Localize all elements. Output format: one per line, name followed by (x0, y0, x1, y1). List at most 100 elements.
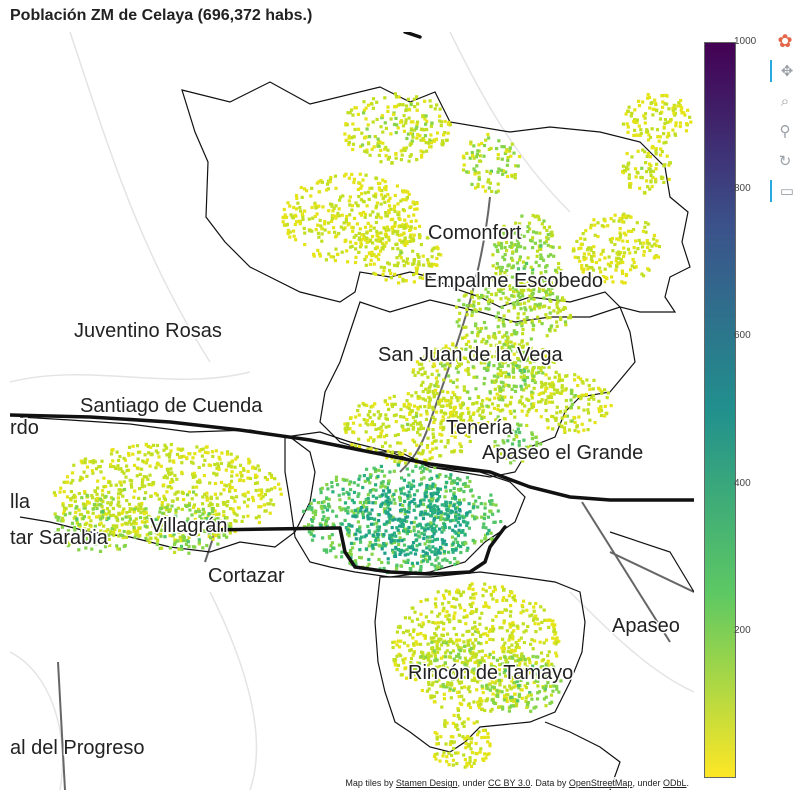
density-cell (300, 212, 304, 216)
density-cell (356, 528, 360, 532)
density-cell (430, 499, 434, 503)
density-cell (82, 515, 86, 519)
density-cell (118, 455, 122, 459)
density-cell (372, 262, 376, 266)
density-cell (452, 614, 456, 618)
density-cell (587, 383, 591, 388)
density-cell (460, 686, 464, 690)
density-cell (402, 242, 406, 246)
density-cell (163, 535, 167, 539)
density-cell (144, 443, 148, 447)
density-cell (369, 228, 373, 232)
density-cell (474, 324, 478, 328)
density-cell (428, 548, 432, 552)
density-cell (359, 144, 363, 149)
density-cell (431, 482, 435, 486)
density-cell (350, 524, 354, 528)
density-cell (372, 194, 376, 198)
density-cell (466, 546, 470, 550)
density-cell (468, 658, 472, 662)
density-cell (191, 485, 195, 489)
density-cell (354, 559, 358, 563)
density-cell (406, 552, 410, 556)
density-cell (495, 350, 499, 354)
density-cell (453, 435, 457, 439)
density-cell (344, 138, 348, 142)
density-cell (393, 229, 397, 233)
density-cell (112, 530, 116, 534)
density-cell (427, 405, 431, 409)
density-cell (537, 690, 542, 694)
density-cell (433, 673, 437, 677)
map-canvas[interactable]: Comonfort Empalme Escobedo Juventino Ros… (10, 32, 694, 790)
density-cell (549, 353, 553, 358)
density-cell (493, 380, 497, 384)
density-cell (646, 245, 650, 249)
density-cell (443, 523, 447, 527)
density-cell (471, 402, 475, 406)
density-cell (432, 395, 436, 399)
density-cell (558, 391, 562, 395)
density-cell (66, 544, 70, 548)
density-cell (216, 542, 220, 546)
density-cell (542, 697, 546, 701)
density-cell (432, 505, 436, 509)
density-cell (536, 655, 540, 659)
density-cell (134, 517, 138, 521)
density-cell (468, 396, 472, 401)
density-cell (375, 234, 379, 238)
density-cell (416, 371, 420, 375)
density-cell (345, 424, 349, 428)
density-cell (135, 474, 139, 478)
density-cell (579, 236, 583, 241)
density-cell (164, 474, 168, 478)
density-cell (155, 493, 159, 497)
density-cell (379, 231, 383, 235)
density-cell (421, 114, 425, 118)
density-cell (496, 311, 500, 315)
density-cell (448, 411, 452, 415)
density-cell (502, 587, 506, 591)
density-cell (539, 400, 543, 404)
density-cell (412, 97, 416, 101)
density-cell (403, 236, 407, 240)
density-cell (228, 482, 232, 487)
density-cell (485, 295, 489, 299)
density-cell (435, 131, 440, 135)
density-cell (399, 407, 403, 412)
density-cell (205, 543, 209, 548)
density-cell (219, 480, 224, 484)
density-cell (472, 676, 477, 680)
density-cell (590, 266, 594, 270)
density-cell (437, 402, 441, 406)
density-cell (457, 502, 462, 506)
density-cell (366, 240, 370, 244)
density-cell (353, 508, 357, 512)
density-cell (482, 349, 486, 353)
density-cell (393, 501, 397, 505)
density-cell (373, 530, 377, 534)
density-cell (573, 373, 577, 377)
density-cell (99, 503, 103, 507)
density-cell (642, 190, 647, 195)
density-cell (529, 289, 533, 293)
density-cell (451, 342, 455, 346)
density-cell (402, 402, 406, 407)
density-cell (423, 355, 427, 359)
density-cell (425, 653, 429, 657)
density-cell (438, 473, 442, 477)
density-cell (498, 656, 502, 660)
density-cell (387, 155, 391, 159)
density-cell (416, 632, 420, 636)
density-cell (518, 255, 522, 259)
density-cell (420, 155, 424, 159)
density-cell (582, 252, 586, 256)
density-cell (159, 464, 163, 468)
density-cell (496, 694, 500, 698)
density-cell (516, 302, 520, 306)
density-cell (357, 413, 361, 417)
density-cell (475, 164, 479, 168)
density-cell (426, 375, 430, 379)
density-cell (431, 534, 435, 539)
density-cell (412, 273, 416, 277)
